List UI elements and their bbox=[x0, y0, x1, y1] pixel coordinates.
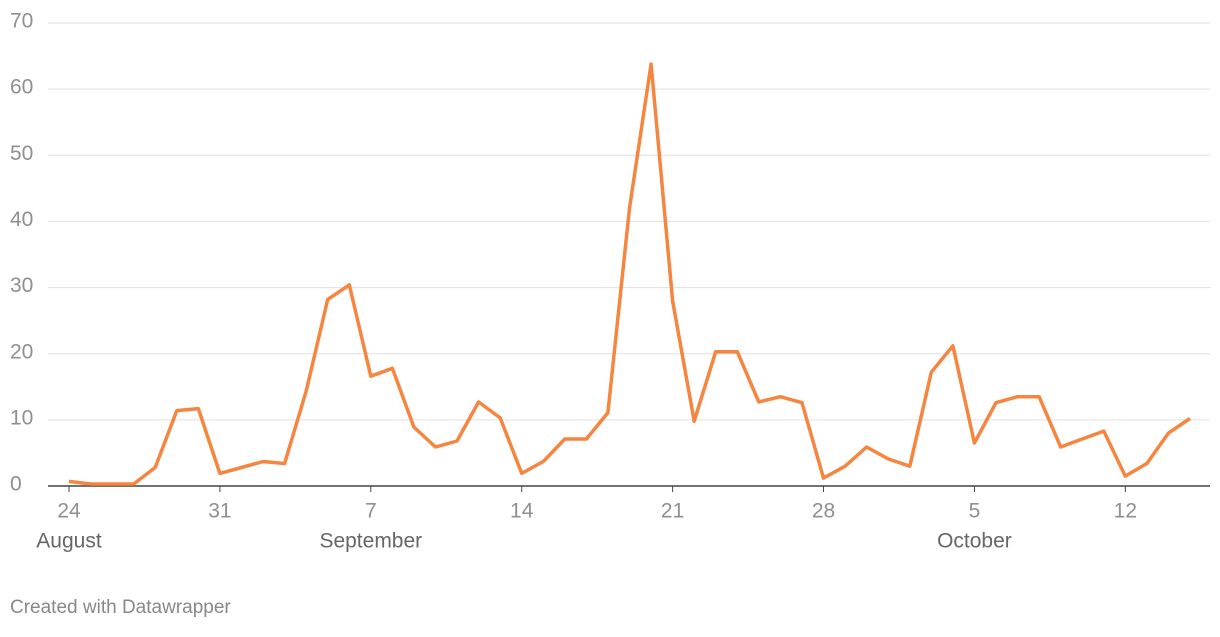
x-tick-label: 24 bbox=[57, 500, 81, 523]
x-tick-label: 28 bbox=[812, 500, 835, 523]
data-line bbox=[68, 62, 1191, 486]
y-tick-label: 50 bbox=[10, 142, 33, 165]
y-tick-label: 10 bbox=[10, 406, 33, 429]
y-tick-label: 30 bbox=[10, 274, 33, 297]
y-tick-label: 40 bbox=[10, 208, 33, 231]
x-tick-label: 31 bbox=[208, 500, 231, 523]
month-label: August bbox=[36, 530, 102, 553]
x-tick-label: 5 bbox=[969, 500, 981, 523]
y-tick-label: 20 bbox=[10, 340, 33, 363]
y-tick-label: 0 bbox=[10, 473, 22, 496]
x-tick-label: 7 bbox=[365, 500, 377, 523]
y-tick-label: 60 bbox=[10, 76, 33, 99]
month-label: September bbox=[319, 530, 422, 553]
x-tick-label: 21 bbox=[661, 500, 684, 523]
month-label: October bbox=[937, 530, 1012, 553]
x-tick-label: 14 bbox=[510, 500, 534, 523]
y-tick-label: 70 bbox=[10, 10, 33, 33]
x-tick-label: 12 bbox=[1114, 500, 1137, 523]
footer: Created with Datawrapper bbox=[10, 597, 231, 618]
